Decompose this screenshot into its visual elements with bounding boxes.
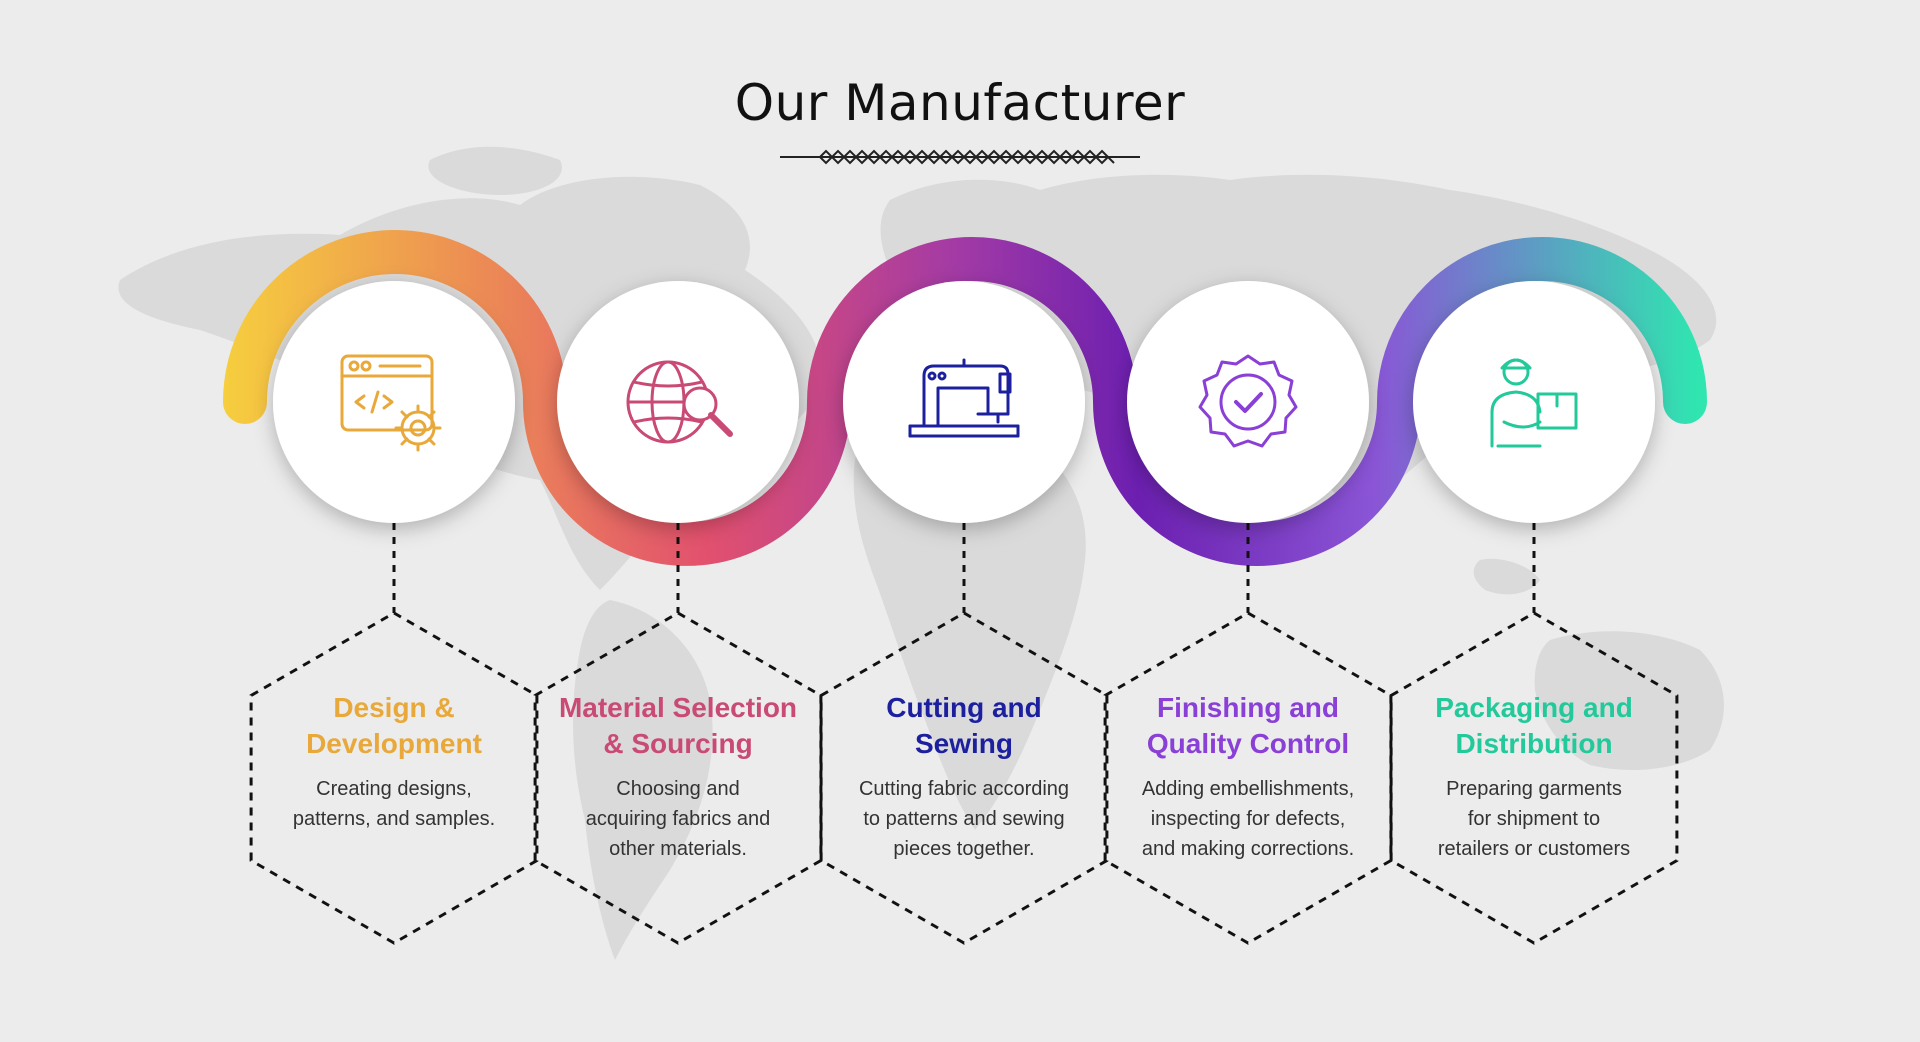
step-title-line2: & Sourcing (603, 728, 753, 759)
step-title-line1: Packaging and (1435, 692, 1633, 723)
globe-search-icon (626, 360, 733, 444)
step-circle-4 (1127, 281, 1369, 523)
step-title-line1: Design & (333, 692, 455, 723)
step-title-5: Packaging and Distribution (1394, 690, 1674, 762)
step-title-line1: Finishing and (1157, 692, 1339, 723)
step-title-line1: Material Selection (558, 692, 798, 723)
step-description-3: Cutting fabric according to patterns and … (846, 774, 1082, 864)
connectors (392, 523, 1536, 613)
step-title-line1: Cutting and (886, 692, 1042, 723)
step-title-3: Cutting and Sewing (824, 690, 1104, 762)
hexagon-frames (249, 611, 1679, 945)
step-title-4: Finishing and Quality Control (1108, 690, 1388, 762)
page-title: Our Manufacturer (734, 74, 1186, 132)
step-description-line: Adding embellishments, (1141, 778, 1355, 800)
step-description-line: pieces together. (893, 838, 1035, 860)
sewing-machine-icon (908, 358, 1020, 438)
process-wave (223, 230, 1707, 566)
quality-badge-icon (1198, 354, 1298, 448)
step-description-line: Choosing and (616, 778, 740, 800)
step-description-line: inspecting for defects, (1150, 808, 1346, 830)
step-description-line: Creating designs, (316, 778, 472, 800)
step-icons (340, 354, 1578, 452)
step-title-1: Design & Development (254, 690, 534, 762)
step-description-5: Preparing garments for shipment to retaile… (1416, 774, 1652, 864)
step-description-1: Creating designs, patterns, and samples. (276, 774, 512, 834)
step-circle-5 (1413, 281, 1655, 523)
step-description-line: to patterns and sewing (863, 808, 1065, 830)
step-title-line2: Sewing (914, 728, 1013, 759)
step-description-line: retailers or customers (1437, 838, 1631, 860)
step-title-2: Material Selection & Sourcing (538, 690, 818, 762)
step-description-2: Choosing and acquiring fabrics and other m… (560, 774, 796, 864)
step-description-line: and making corrections. (1141, 838, 1355, 860)
step-circle-3 (843, 281, 1085, 523)
step-title-line2: Development (306, 728, 482, 759)
delivery-person-icon (1490, 358, 1578, 448)
step-hexagon-5 (1389, 611, 1679, 945)
step-description-line: Preparing garments (1446, 778, 1622, 800)
step-description-4: Adding embellishments, inspecting for def… (1130, 774, 1366, 864)
step-description-line: Cutting fabric according (858, 778, 1070, 800)
step-circle-1 (273, 281, 515, 523)
step-circles (273, 281, 1655, 523)
step-description-line: acquiring fabrics and (585, 808, 771, 830)
title-ornament (780, 149, 1140, 165)
step-description-line: for shipment to (1467, 808, 1601, 830)
step-description-line: patterns, and samples. (292, 808, 496, 830)
web-code-gear-icon (340, 354, 442, 452)
step-description-line: other materials. (609, 838, 747, 860)
step-title-line2: Quality Control (1146, 728, 1350, 759)
step-title-line2: Distribution (1455, 728, 1613, 759)
